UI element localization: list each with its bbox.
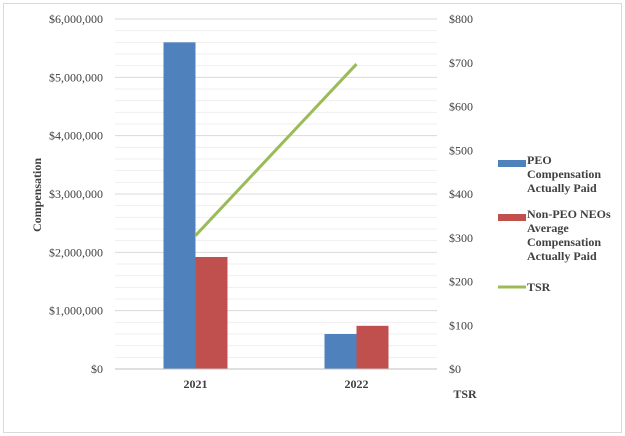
gridlines xyxy=(115,18,437,370)
legend-label: Average xyxy=(527,221,569,235)
y-tick-label: $3,000,000 xyxy=(49,187,103,201)
legend-label: Compensation xyxy=(527,167,601,181)
axes: $0 $1,000,000 $2,000,000 $3,000,000 $4,000,0… xyxy=(49,12,473,391)
y2-tick-label: $400 xyxy=(449,187,473,201)
y2-tick-label: $300 xyxy=(449,231,473,245)
y-tick-label: $5,000,000 xyxy=(49,70,103,84)
bar-peo-compensation-actually-paid xyxy=(324,334,357,369)
bars xyxy=(163,42,389,369)
legend-label: TSR xyxy=(527,280,551,294)
legend-label: Compensation xyxy=(527,235,601,249)
y2-tick-label: $0 xyxy=(449,362,461,376)
y-tick-label: $4,000,000 xyxy=(49,129,103,143)
legend-swatch xyxy=(498,160,526,167)
y2-tick-label: $500 xyxy=(449,143,473,157)
x-tick-label: 2021 xyxy=(184,377,208,391)
legend-label: Non-PEO NEOs xyxy=(527,207,611,221)
y2-tick-label: $200 xyxy=(449,275,473,289)
y2-tick-label: $600 xyxy=(449,100,473,114)
bar-non-peo-neos-average-compensation-actually-paid xyxy=(356,325,389,369)
y-tick-label: $6,000,000 xyxy=(49,12,103,26)
legend-label: Actually Paid xyxy=(527,249,597,263)
y-tick-label: $1,000,000 xyxy=(49,304,103,318)
x-tick-label: 2022 xyxy=(345,377,369,391)
y-axis-title: Compensation xyxy=(30,158,44,232)
bar-non-peo-neos-average-compensation-actually-paid xyxy=(195,257,228,369)
y2-axis-title: TSR xyxy=(453,387,477,401)
y2-tick-label: $800 xyxy=(449,12,473,26)
y-tick-label: $0 xyxy=(91,362,103,376)
y2-tick-label: $700 xyxy=(449,56,473,70)
y-tick-label: $2,000,000 xyxy=(49,245,103,259)
legend-swatch xyxy=(498,214,526,221)
y2-tick-label: $100 xyxy=(449,318,473,332)
legend-label: Actually Paid xyxy=(527,181,597,195)
bar-peo-compensation-actually-paid xyxy=(163,42,196,369)
tsr-line xyxy=(194,63,358,237)
legend-label: PEO xyxy=(527,153,552,167)
tsr-line-layer xyxy=(194,63,358,237)
